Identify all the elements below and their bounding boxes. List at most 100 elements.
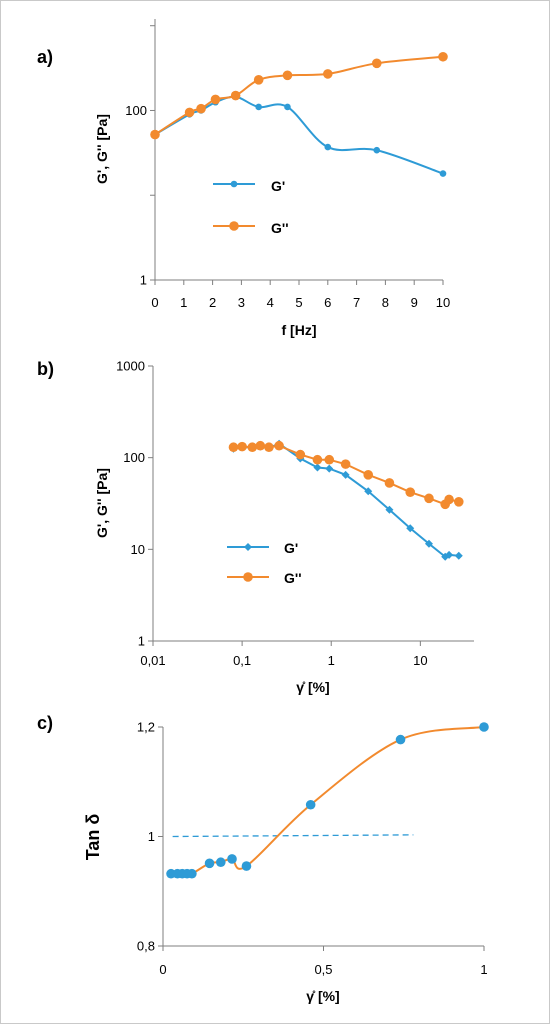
data-point: [305, 799, 316, 810]
x-axis-label: γ̊ [%]: [306, 988, 339, 1004]
x-tick-label: 8: [382, 295, 389, 310]
data-point: [284, 103, 291, 111]
data-point: [323, 69, 333, 79]
y-tick-label: 10: [131, 542, 145, 557]
data-point: [312, 454, 323, 465]
data-point: [424, 539, 433, 548]
data-point: [187, 868, 197, 879]
x-tick-label: 1: [180, 295, 187, 310]
x-tick-label: 0: [151, 295, 158, 310]
data-point: [264, 442, 274, 453]
data-point: [241, 861, 252, 871]
data-point: [454, 551, 463, 560]
y-tick-label: 1: [138, 634, 145, 649]
x-tick-label: 5: [295, 295, 302, 310]
y-tick-label: 1: [148, 829, 155, 844]
x-axis-label: f [Hz]: [282, 322, 317, 338]
data-point: [324, 143, 332, 151]
data-point: [274, 440, 284, 451]
y-tick-label: 100: [123, 450, 145, 465]
x-tick-label: 4: [267, 295, 274, 310]
data-point: [253, 75, 264, 85]
x-tick-label: 1: [328, 653, 335, 668]
data-point: [439, 170, 447, 177]
x-tick-label: 1: [480, 962, 487, 977]
x-tick-label: 3: [238, 295, 245, 310]
reference-line-tan-delta-1: [172, 834, 414, 838]
panel-c-chart: c) 0 0,5 1 0,8 1 1,2 γ̊ [%] Tan δ: [37, 713, 489, 1004]
y-axis-label: Tan δ: [83, 814, 103, 861]
data-point: [341, 470, 350, 479]
x-tick-label: 9: [411, 295, 418, 310]
data-point: [385, 505, 394, 514]
panel-label: b): [37, 359, 54, 379]
data-point: [204, 858, 215, 869]
series-g-double-prime-line: [154, 55, 444, 136]
data-point: [295, 449, 306, 460]
series-tan-delta-line: [171, 726, 485, 876]
data-point: [255, 103, 262, 111]
data-point: [227, 854, 237, 864]
x-axis-label: γ̊ [%]: [296, 679, 329, 695]
panel-b-chart: b) 0,01 0,1 1 10 1 10 100 1000 γ̊ [%] G', G'' [Pa]…: [37, 359, 474, 695]
y-axis-label: G', G'' [Pa]: [94, 114, 110, 184]
x-tick-label: 10: [413, 653, 427, 668]
data-point: [325, 464, 334, 473]
legend-marker: [243, 572, 253, 582]
x-tick-label: 0: [159, 962, 166, 977]
legend-marker: [230, 180, 238, 188]
data-point: [184, 107, 195, 118]
data-point: [247, 442, 258, 453]
legend-marker: [244, 543, 252, 551]
x-tick-label: 0,01: [140, 653, 165, 668]
data-point: [453, 497, 464, 507]
legend-entry: G': [284, 540, 298, 556]
y-axis-label: G', G'' [Pa]: [94, 468, 110, 538]
panel-label: c): [37, 713, 53, 733]
x-tick-label: 0,5: [314, 962, 332, 977]
x-tick-label: 0,1: [233, 653, 251, 668]
x-tick-label: 2: [209, 295, 216, 310]
data-point: [215, 857, 226, 868]
data-point: [371, 58, 382, 69]
data-point: [282, 70, 293, 81]
data-point: [313, 463, 322, 472]
y-tick-label: 0,8: [137, 939, 155, 954]
y-tick-label: 1,2: [137, 720, 155, 735]
data-point: [196, 103, 206, 114]
data-point: [230, 90, 241, 101]
legend-entry: G'': [271, 220, 289, 236]
data-point: [228, 442, 239, 453]
data-point: [373, 146, 381, 154]
y-tick-label: 1000: [116, 359, 145, 374]
data-point: [364, 487, 373, 496]
data-point: [363, 470, 374, 480]
data-point: [424, 493, 434, 504]
data-point: [438, 51, 448, 62]
legend-entry: G': [271, 178, 285, 194]
y-tick-label: 100: [125, 103, 147, 118]
data-point: [406, 524, 415, 533]
data-point: [210, 94, 221, 105]
y-tick-label: 1: [140, 273, 147, 288]
x-tick-label: 10: [436, 295, 450, 310]
legend-entry: G'': [284, 570, 302, 586]
data-point: [384, 478, 395, 488]
data-point: [405, 487, 416, 498]
legend-marker: [229, 221, 239, 231]
x-tick-label: 6: [324, 295, 331, 310]
panel-label: a): [37, 47, 53, 67]
data-point: [324, 454, 335, 465]
data-point: [395, 734, 406, 745]
data-point: [340, 459, 351, 469]
x-tick-label: 7: [353, 295, 360, 310]
data-point: [150, 129, 160, 140]
data-point: [255, 440, 266, 451]
data-point: [444, 494, 454, 505]
data-point: [445, 550, 454, 559]
series-g-prime-line: [154, 95, 444, 175]
data-point: [237, 441, 247, 452]
